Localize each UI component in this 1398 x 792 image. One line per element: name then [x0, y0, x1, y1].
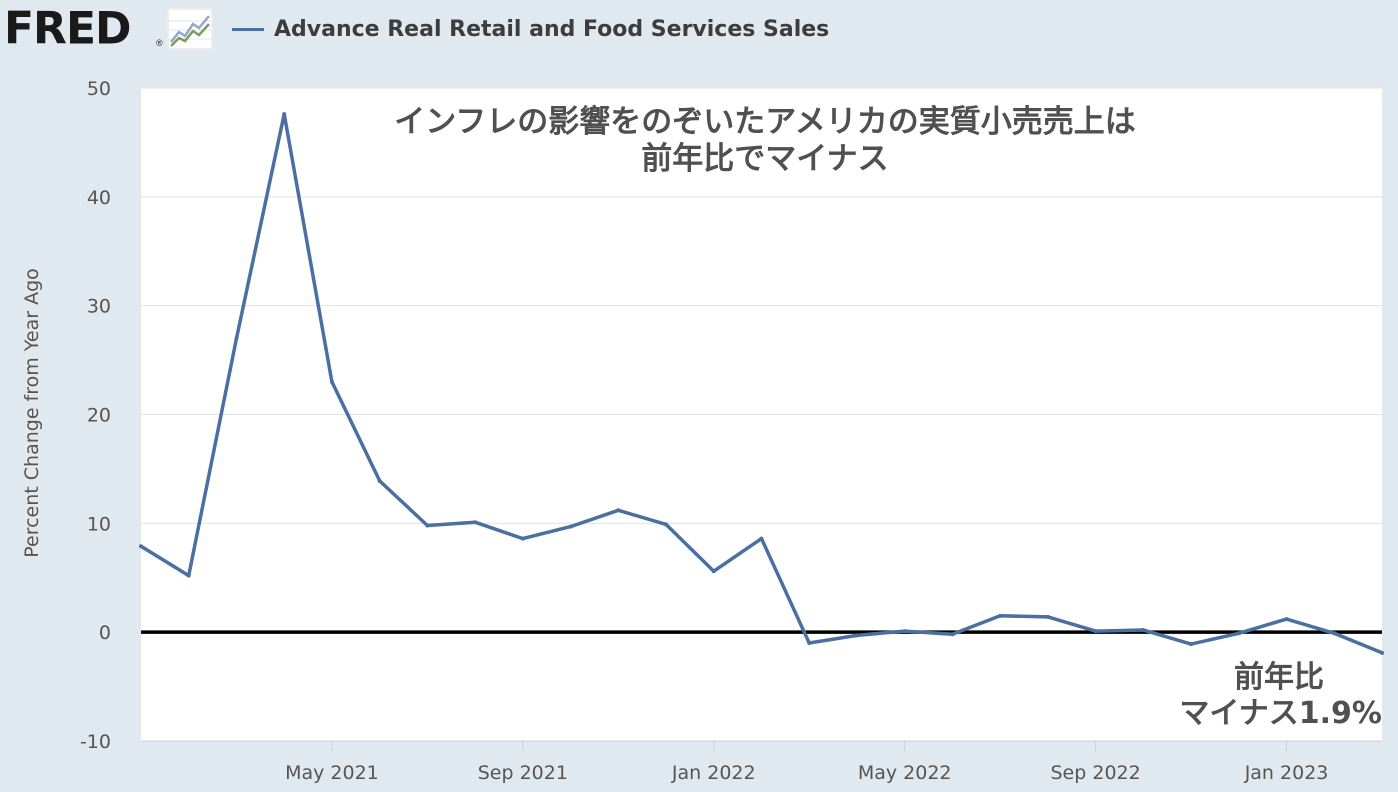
- x-tick-label: Jan 2022: [671, 762, 756, 784]
- annotation-value-line2: マイナス1.9%: [1179, 696, 1382, 731]
- data-point[interactable]: [807, 641, 812, 646]
- y-tick-label: 40: [87, 187, 111, 209]
- chart-annotation-latest-value: 前年比 マイナス1.9%: [1100, 660, 1382, 732]
- y-axis-label: Percent Change from Year Ago: [21, 268, 43, 558]
- y-tick-label: 30: [87, 296, 111, 318]
- data-point[interactable]: [1093, 629, 1098, 634]
- x-tick-label: Sep 2022: [1051, 762, 1141, 784]
- y-tick-label: 20: [87, 405, 111, 427]
- data-point[interactable]: [711, 569, 716, 574]
- data-point[interactable]: [1189, 642, 1194, 647]
- data-point[interactable]: [282, 112, 287, 117]
- data-point[interactable]: [520, 536, 525, 541]
- fred-logo[interactable]: FRED: [4, 2, 132, 55]
- data-point[interactable]: [425, 523, 430, 528]
- annotation-headline-line1: インフレの影響をのぞいたアメリカの実質小売売上は: [394, 104, 1136, 140]
- x-tick-label: May 2022: [858, 762, 952, 784]
- x-tick-label: May 2021: [285, 762, 379, 784]
- data-point[interactable]: [664, 522, 669, 527]
- y-tick-label: 0: [99, 622, 111, 644]
- data-point[interactable]: [186, 573, 191, 578]
- series-group: [139, 112, 1384, 655]
- data-point[interactable]: [759, 536, 764, 541]
- data-point[interactable]: [329, 379, 334, 384]
- data-point[interactable]: [1141, 627, 1146, 632]
- data-point[interactable]: [377, 478, 382, 483]
- annotation-value-line1: 前年比: [1234, 660, 1324, 695]
- x-axis: May 2021 Sep 2021 Jan 2022 May 2022 Sep 2022…: [141, 740, 1382, 784]
- y-tick-label: -10: [80, 731, 111, 753]
- x-tick-label: Jan 2023: [1244, 762, 1329, 784]
- annotation-headline-line2: 前年比でマイナス: [641, 141, 889, 177]
- data-point[interactable]: [1332, 631, 1337, 636]
- chart-annotation-headline: インフレの影響をのぞいたアメリカの実質小売売上は 前年比でマイナス: [240, 104, 1290, 178]
- fred-logo-registered-mark: ®: [156, 38, 163, 48]
- y-axis-ticks: -10 0 10 20 30 40 50: [80, 78, 111, 753]
- data-point[interactable]: [139, 544, 143, 549]
- legend-swatch: [232, 27, 264, 31]
- data-point[interactable]: [854, 633, 859, 638]
- legend-series-label: Advance Real Retail and Food Services Sa…: [274, 16, 830, 42]
- data-point[interactable]: [1380, 650, 1384, 655]
- data-point[interactable]: [616, 508, 621, 513]
- chart-trend-icon: [167, 8, 213, 50]
- data-point[interactable]: [234, 336, 239, 341]
- data-point[interactable]: [568, 524, 573, 529]
- x-tick-label: Sep 2021: [478, 762, 568, 784]
- data-point[interactable]: [950, 632, 955, 637]
- y-tick-label: 10: [87, 513, 111, 535]
- series-legend[interactable]: Advance Real Retail and Food Services Sa…: [232, 14, 829, 44]
- data-point[interactable]: [1284, 617, 1289, 622]
- data-point[interactable]: [1236, 631, 1241, 636]
- graph-header: FRED ® Advance Real Retail and Food Serv…: [0, 0, 1398, 62]
- data-point[interactable]: [1045, 614, 1050, 619]
- data-point[interactable]: [998, 613, 1003, 618]
- data-point[interactable]: [902, 629, 907, 634]
- data-point[interactable]: [473, 520, 478, 525]
- y-tick-label: 50: [87, 78, 111, 100]
